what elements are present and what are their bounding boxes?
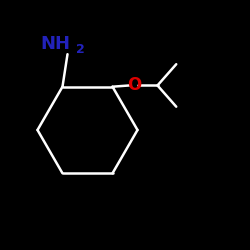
Text: O: O (127, 76, 141, 94)
Text: 2: 2 (76, 43, 85, 56)
Text: NH: NH (40, 35, 70, 53)
